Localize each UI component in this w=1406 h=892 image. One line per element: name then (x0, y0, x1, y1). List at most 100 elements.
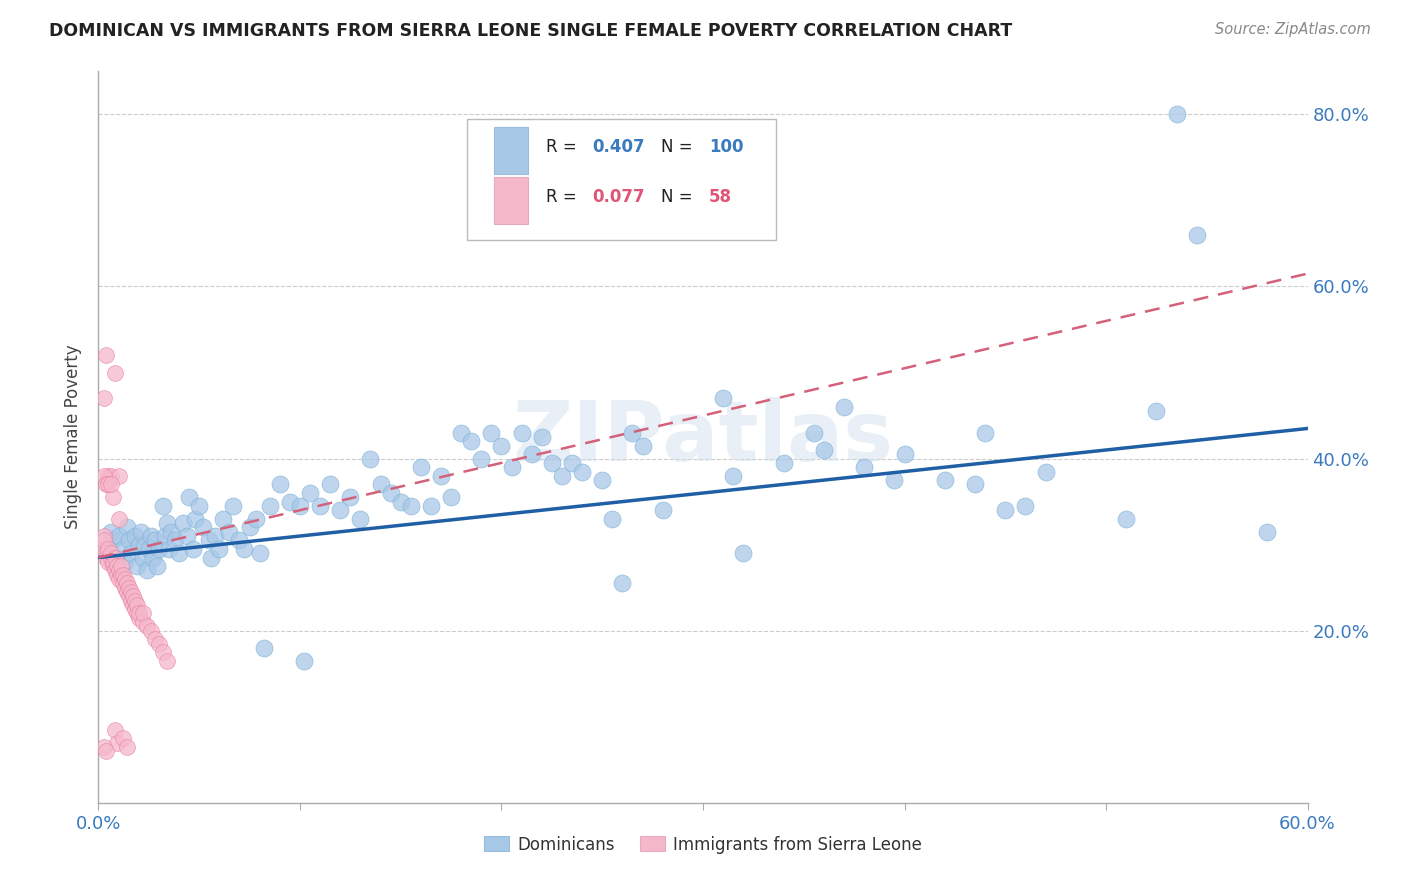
Point (97, 477, 120, 491)
Text: R =: R = (546, 138, 582, 156)
Point (399, 499, 422, 513)
Point (111, 541, 134, 556)
Point (278, 494, 301, 508)
Point (103, 550, 125, 565)
Point (200, 550, 222, 565)
Point (222, 499, 245, 513)
Text: 100: 100 (709, 138, 744, 156)
Point (163, 533, 186, 548)
Point (631, 439, 654, 453)
Point (101, 559, 124, 574)
Point (135, 619, 157, 633)
Point (101, 491, 124, 505)
Point (105, 559, 128, 574)
Point (1185, 227, 1208, 242)
Point (184, 512, 207, 526)
Point (97, 473, 120, 487)
Point (491, 439, 513, 453)
Point (120, 546, 142, 560)
Point (107, 572, 129, 586)
Point (561, 456, 583, 470)
Point (299, 486, 322, 500)
Point (96, 348, 118, 362)
Point (93, 468, 115, 483)
Point (208, 541, 231, 556)
Text: 0.077: 0.077 (592, 188, 644, 206)
Point (339, 491, 361, 505)
FancyBboxPatch shape (494, 127, 527, 174)
Point (100, 524, 122, 539)
Point (121, 589, 143, 603)
Text: Source: ZipAtlas.com: Source: ZipAtlas.com (1215, 22, 1371, 37)
Point (114, 572, 136, 586)
FancyBboxPatch shape (494, 177, 527, 224)
Text: 0.407: 0.407 (592, 138, 644, 156)
Point (96, 550, 118, 565)
Point (93, 392, 115, 406)
Point (259, 499, 281, 513)
Point (97, 555, 120, 569)
Point (143, 632, 166, 647)
Point (115, 520, 138, 534)
Point (107, 529, 129, 543)
Point (380, 486, 402, 500)
Point (138, 541, 160, 556)
Point (101, 533, 124, 548)
Point (965, 477, 987, 491)
Point (132, 550, 155, 565)
Point (218, 524, 240, 539)
Point (420, 499, 443, 513)
Point (129, 524, 152, 539)
Point (370, 477, 392, 491)
Point (105, 567, 128, 582)
Point (319, 477, 342, 491)
Point (110, 567, 132, 582)
Point (111, 731, 134, 746)
Point (612, 576, 634, 591)
Point (120, 585, 142, 599)
Point (204, 529, 226, 543)
Point (115, 576, 138, 591)
Point (125, 598, 148, 612)
Point (1166, 107, 1188, 121)
Point (91, 541, 114, 556)
Point (132, 607, 155, 621)
Point (621, 425, 644, 440)
Point (193, 520, 215, 534)
Point (139, 529, 162, 543)
Point (114, 581, 136, 595)
Point (97, 541, 120, 556)
Point (723, 468, 745, 483)
Point (105, 550, 128, 565)
Point (93, 739, 115, 754)
Point (157, 541, 180, 556)
Point (309, 499, 332, 513)
Point (253, 640, 276, 655)
Point (249, 546, 271, 560)
Point (172, 516, 194, 530)
Point (188, 499, 211, 513)
Point (115, 585, 138, 599)
Point (813, 442, 835, 457)
Point (128, 538, 150, 552)
Point (1115, 512, 1137, 526)
Point (389, 494, 412, 508)
Point (450, 425, 472, 440)
Point (239, 520, 262, 534)
Point (853, 460, 876, 475)
Point (974, 425, 997, 440)
Text: N =: N = (661, 138, 697, 156)
Point (160, 524, 183, 539)
Text: R =: R = (546, 188, 582, 206)
Point (100, 546, 122, 560)
Point (803, 425, 825, 440)
Point (156, 516, 179, 530)
Point (148, 637, 170, 651)
Point (269, 477, 291, 491)
Point (142, 550, 165, 565)
Point (156, 654, 179, 668)
Point (100, 477, 122, 491)
Text: 58: 58 (709, 188, 733, 206)
Point (167, 546, 190, 560)
Point (115, 739, 138, 754)
